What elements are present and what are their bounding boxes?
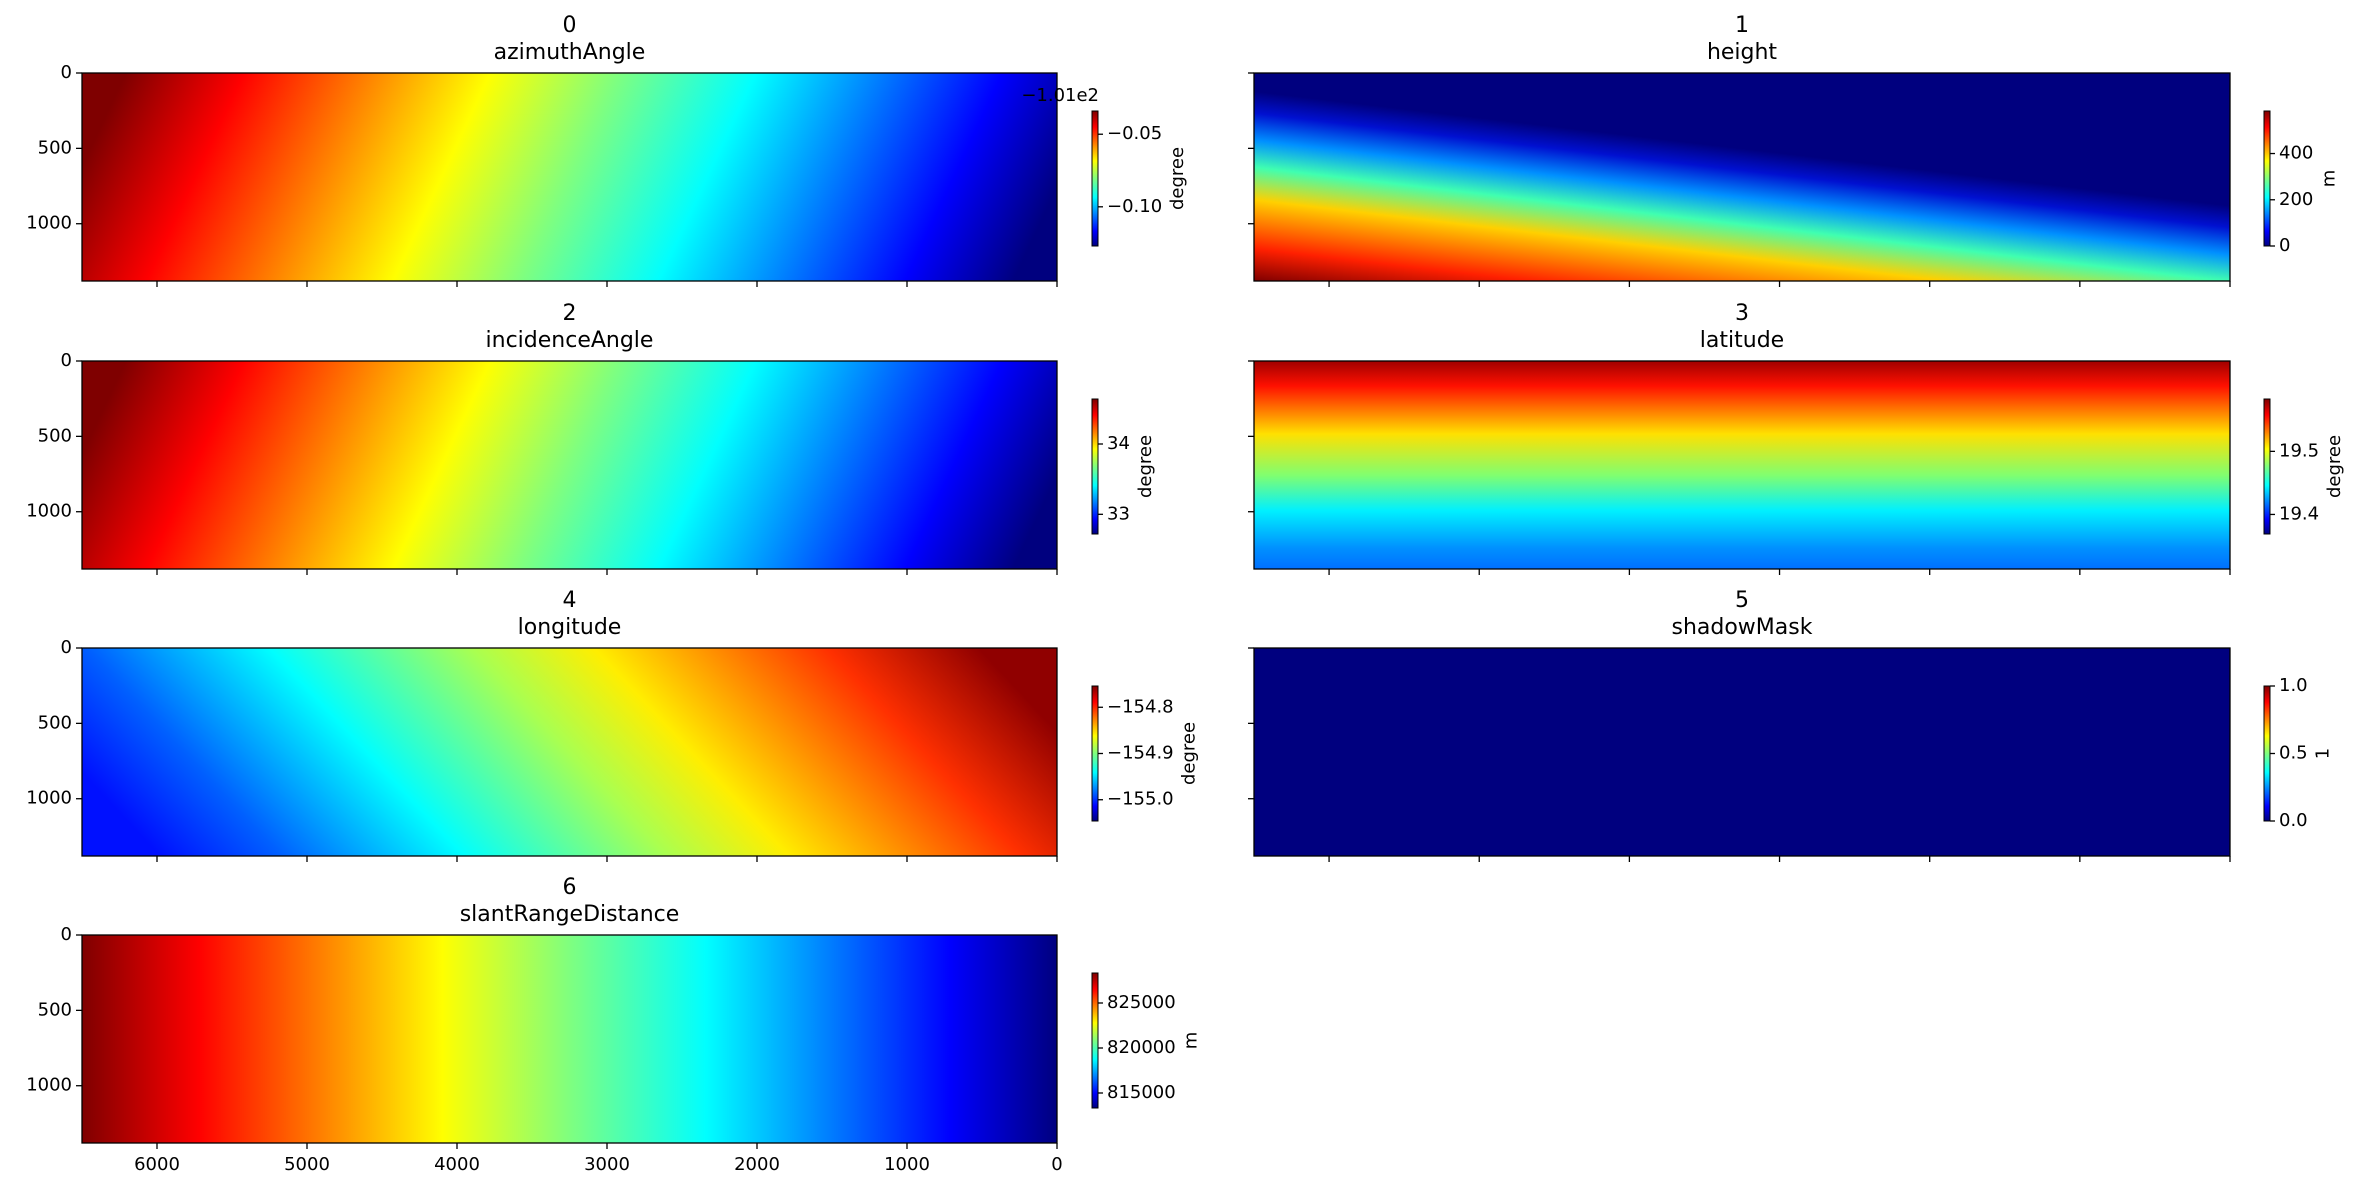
- heatmap-image: [82, 361, 1057, 569]
- axes-frame: [1253, 360, 2231, 570]
- x-tick-label: 5000: [284, 1154, 330, 1175]
- colorbar-label: m: [2318, 170, 2339, 188]
- heatmap-image: [82, 935, 1057, 1143]
- panel-label: 2: [563, 301, 577, 326]
- colorbar-tick-label: 0.5: [2279, 743, 2308, 764]
- colorbar-label: 1: [2313, 748, 2334, 759]
- colorbar-tick-label: 825000: [1107, 992, 1176, 1013]
- colorbar-label: degree: [2324, 435, 2345, 498]
- y-tick-label: 1000: [26, 788, 72, 809]
- x-tick-label: 6000: [134, 1154, 180, 1175]
- colorbar-tick-label: 400: [2279, 143, 2313, 164]
- colorbar-label: degree: [1135, 435, 1156, 498]
- colorbar: [1091, 972, 1099, 1109]
- x-tick-label: 0: [1051, 1154, 1062, 1175]
- panel-label: 3: [1735, 301, 1749, 326]
- colorbar-label: degree: [1179, 722, 1200, 785]
- y-tick-label: 500: [38, 999, 72, 1020]
- colorbar: [1091, 110, 1099, 247]
- colorbar-tick-label: −154.8: [1107, 696, 1174, 717]
- colorbar-tick-label: −155.0: [1107, 789, 1174, 810]
- colorbar-tick-label: −0.05: [1107, 123, 1162, 144]
- axes-frame: [1253, 647, 2231, 857]
- y-tick-label: 1000: [26, 501, 72, 522]
- panel-label: 0: [563, 13, 577, 38]
- panel-label: 1: [1735, 13, 1749, 38]
- x-tick-label: 1000: [884, 1154, 930, 1175]
- x-tick-label: 4000: [434, 1154, 480, 1175]
- heatmap-image: [82, 648, 1057, 856]
- colorbar-tick-label: 33: [1107, 503, 1130, 524]
- panel-title: shadowMask: [1672, 615, 1813, 640]
- panel-title: azimuthAngle: [494, 40, 646, 65]
- heatmap-image: [1254, 361, 2230, 569]
- colorbar-tick-label: 0.0: [2279, 810, 2308, 831]
- panel-title: longitude: [518, 615, 622, 640]
- colorbar-tick-label: 34: [1107, 433, 1130, 454]
- x-tick-label: 3000: [584, 1154, 630, 1175]
- colorbar-tick-label: 820000: [1107, 1037, 1176, 1058]
- y-tick-label: 1000: [26, 213, 72, 234]
- colorbar-tick-label: 1.0: [2279, 675, 2308, 696]
- colorbar-offset: −1.01e2: [1021, 85, 1099, 106]
- panel-label: 5: [1735, 588, 1749, 613]
- axes-frame: [81, 360, 1058, 570]
- colorbar: [2263, 110, 2271, 247]
- panel-title: latitude: [1700, 328, 1784, 353]
- y-tick-label: 0: [61, 62, 72, 83]
- y-tick-label: 500: [38, 712, 72, 733]
- axes-frame: [81, 647, 1058, 857]
- panel-label: 6: [563, 875, 577, 900]
- colorbar-tick-label: 19.5: [2279, 440, 2319, 461]
- colorbar: [2263, 685, 2271, 822]
- y-tick-label: 1000: [26, 1075, 72, 1096]
- heatmap-image: [1254, 648, 2230, 856]
- panel-title: incidenceAngle: [486, 328, 654, 353]
- colorbar-label: m: [1181, 1032, 1202, 1050]
- panel-title: slantRangeDistance: [460, 902, 680, 927]
- y-tick-label: 0: [61, 350, 72, 371]
- y-tick-label: 500: [38, 137, 72, 158]
- y-tick-label: 500: [38, 425, 72, 446]
- heatmap-image: [1254, 73, 2230, 281]
- colorbar-tick-label: 0: [2279, 235, 2290, 256]
- colorbar-label: degree: [1167, 147, 1188, 210]
- panel-label: 4: [563, 588, 577, 613]
- axes-frame: [1253, 72, 2231, 282]
- colorbar-tick-label: 200: [2279, 189, 2313, 210]
- heatmap-image: [82, 73, 1057, 281]
- colorbar-tick-label: 19.4: [2279, 503, 2319, 524]
- colorbar: [1091, 685, 1099, 822]
- x-tick-label: 2000: [734, 1154, 780, 1175]
- y-tick-label: 0: [61, 924, 72, 945]
- colorbar-tick-label: 815000: [1107, 1082, 1176, 1103]
- colorbar-tick-label: −0.10: [1107, 196, 1162, 217]
- axes-frame: [81, 934, 1058, 1144]
- colorbar-tick-label: −154.9: [1107, 743, 1174, 764]
- y-tick-label: 0: [61, 637, 72, 658]
- colorbar: [2263, 398, 2271, 535]
- panel-title: height: [1707, 40, 1777, 65]
- colorbar: [1091, 398, 1099, 535]
- axes-frame: [81, 72, 1058, 282]
